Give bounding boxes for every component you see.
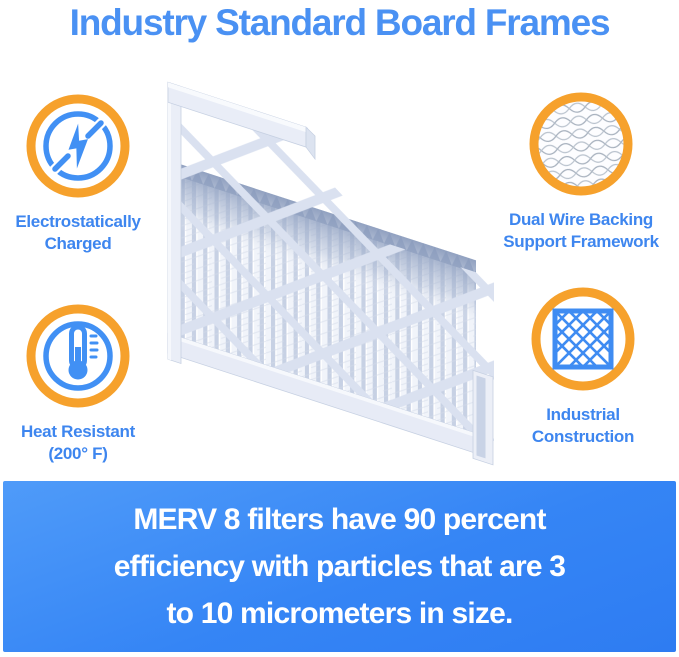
feature-industrial-construction: Industrial Construction	[503, 283, 663, 448]
feature-electrostatically-charged: Electrostatically Charged	[0, 90, 158, 255]
air-filter-illustration	[167, 81, 494, 466]
banner-line: to 10 micrometers in size.	[166, 597, 513, 630]
merv-info-banner: MERV 8 filters have 90 percent efficienc…	[3, 481, 676, 652]
page-title: Industry Standard Board Frames	[69, 2, 611, 43]
banner-line: efficiency with particles that are 3	[113, 550, 566, 583]
orange-ring	[529, 92, 633, 196]
feature-dual-wire-backing: Dual Wire Backing Support Framework	[501, 88, 661, 253]
banner-line: MERV 8 filters have 90 percent	[133, 503, 546, 536]
thermometer-icon	[26, 304, 130, 408]
feature-label: Electrostatically Charged	[15, 212, 141, 253]
board-frame	[167, 81, 494, 466]
feature-label: Heat Resistant (200° F)	[21, 422, 135, 463]
diamond-lattice-icon	[531, 287, 635, 391]
lightning-bolt-icon	[26, 94, 130, 198]
feature-label: Industrial Construction	[531, 405, 635, 446]
feature-label: Dual Wire Backing Support Framework	[503, 210, 659, 251]
feature-heat-resistant: Heat Resistant (200° F)	[0, 300, 158, 465]
wire-mesh-icon	[529, 92, 633, 196]
